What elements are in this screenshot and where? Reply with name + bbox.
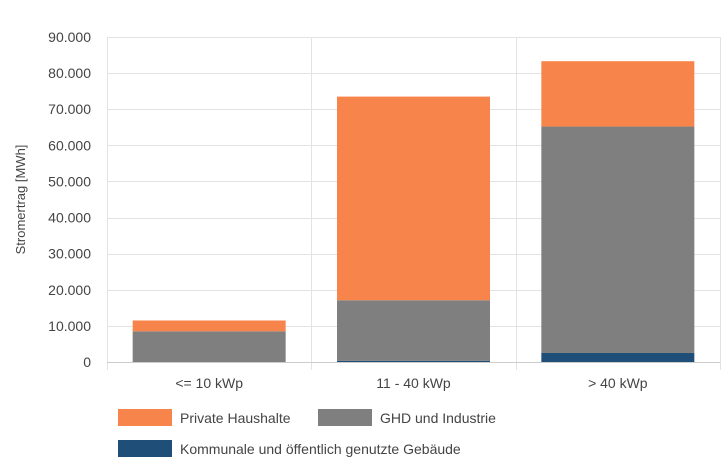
bar-segment: [132, 331, 286, 362]
bar-segment: [541, 61, 695, 127]
y-tick-label: 0: [83, 354, 91, 370]
bar-segment: [337, 360, 490, 362]
bar-segment: [541, 352, 695, 362]
bar-segment: [132, 320, 286, 332]
y-tick-label: 40.000: [48, 210, 91, 226]
x-tick-label: 11 - 40 kWp: [376, 375, 451, 391]
legend-label: Private Haushalte: [180, 410, 291, 426]
x-tick-label: > 40 kWp: [588, 375, 648, 391]
bar-segment: [337, 96, 490, 301]
legend-swatch: [318, 409, 372, 426]
y-axis-title: Stromertrag [MWh]: [13, 145, 28, 255]
y-tick-label: 30.000: [48, 246, 91, 262]
y-tick-label: 10.000: [48, 318, 91, 334]
y-tick-label: 80.000: [48, 65, 91, 81]
legend-swatch: [118, 409, 172, 426]
legend-swatch: [118, 440, 172, 457]
y-tick-label: 20.000: [48, 282, 91, 298]
legend-label: Kommunale und öffentlich genutzte Gebäud…: [180, 441, 461, 457]
bar-segment: [541, 126, 695, 353]
y-tick-label: 50.000: [48, 173, 91, 189]
x-tick-label: <= 10 kWp: [175, 375, 243, 391]
y-tick-label: 60.000: [48, 137, 91, 153]
bar-segment: [337, 300, 490, 361]
legend-label: GHD und Industrie: [380, 410, 496, 426]
y-tick-label: 70.000: [48, 101, 91, 117]
y-tick-label: 90.000: [48, 29, 91, 45]
